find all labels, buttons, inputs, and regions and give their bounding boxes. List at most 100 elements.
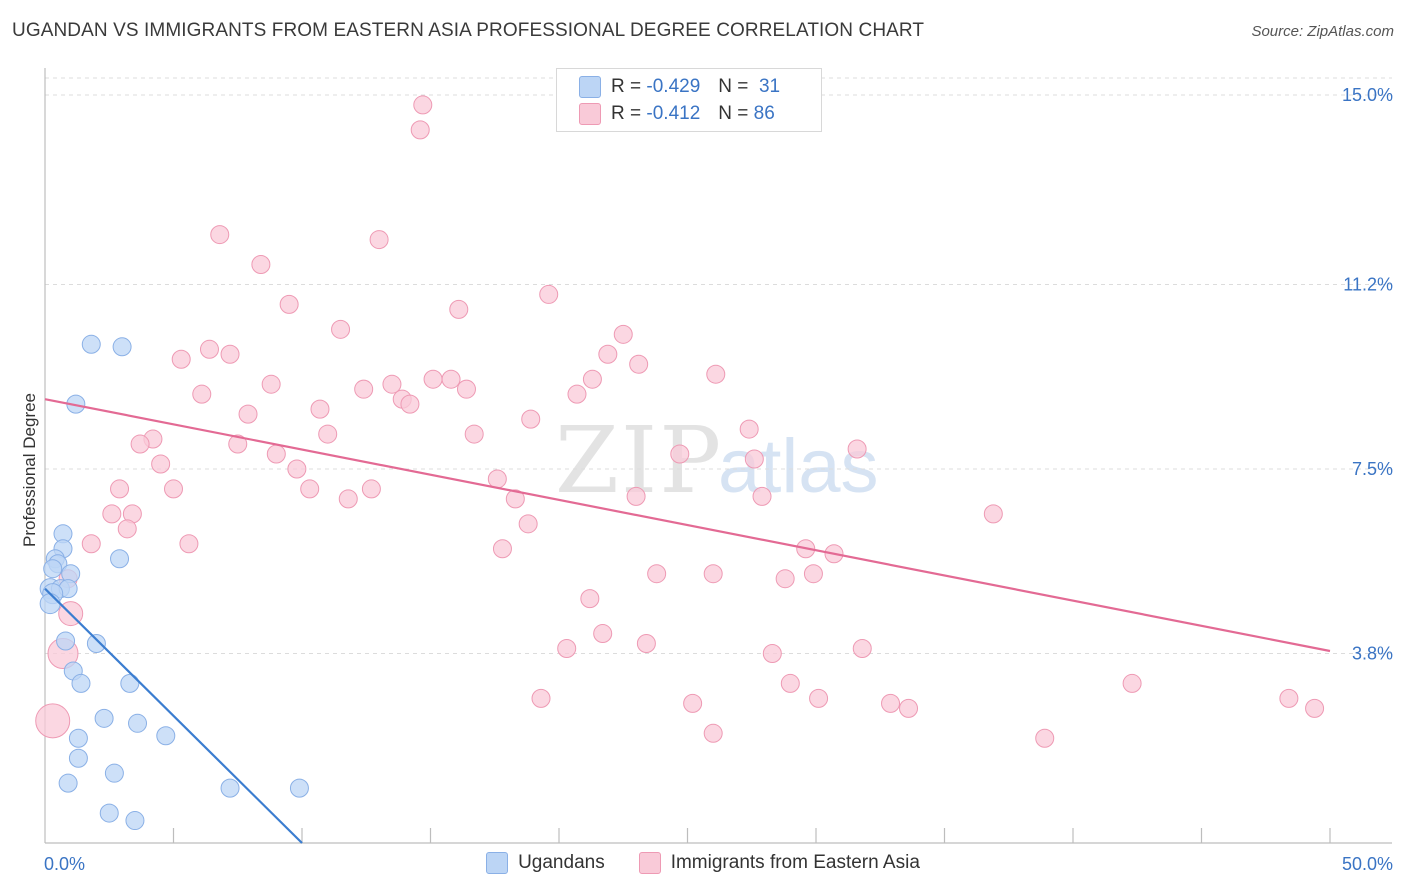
ugandan-point — [120, 673, 140, 693]
eastern-asia-point — [847, 439, 867, 459]
eastern-asia-point — [598, 344, 618, 364]
eastern-asia-point — [423, 369, 443, 389]
eastern-asia-point — [582, 369, 602, 389]
eastern-asia-point — [338, 489, 358, 509]
correlation-legend: R = -0.429 N = 31 R = -0.412 N = 86 — [556, 68, 822, 132]
legend-swatch-pink — [579, 103, 601, 125]
eastern-asia-point — [739, 419, 759, 439]
eastern-asia-point — [531, 688, 551, 708]
ugandan-point — [58, 773, 78, 793]
source-label: Source: ZipAtlas.com — [1251, 23, 1394, 40]
ugandan-point — [86, 634, 106, 654]
x-tick-label: 0.0% — [44, 854, 85, 874]
eastern-asia-point — [261, 374, 281, 394]
legend-row-eastern-asia: R = -0.412 N = 86 — [579, 102, 775, 126]
eastern-asia-point — [626, 486, 646, 506]
eastern-asia-point — [557, 639, 577, 659]
eastern-asia-point — [580, 589, 600, 609]
legend-n-label: N = — [718, 103, 749, 124]
y-tick-label: 15.0% — [1342, 85, 1393, 105]
ugandan-point — [94, 708, 114, 728]
ugandan-point — [128, 713, 148, 733]
eastern-asia-point — [382, 374, 402, 394]
eastern-asia-point — [164, 479, 183, 499]
eastern-asia-point — [539, 284, 559, 304]
eastern-asia-point — [110, 479, 130, 499]
y-tick-label: 7.5% — [1352, 459, 1393, 479]
eastern-asia-point — [809, 688, 829, 708]
x-tick-label: 50.0% — [1342, 854, 1393, 874]
eastern-asia-point — [354, 379, 374, 399]
chart-title: UGANDAN VS IMMIGRANTS FROM EASTERN ASIA … — [12, 20, 925, 41]
legend-n-value: 86 — [753, 103, 775, 124]
eastern-asia-point — [803, 564, 823, 584]
eastern-asia-point — [331, 319, 351, 339]
eastern-asia-point — [102, 504, 122, 524]
eastern-asia-point — [210, 225, 230, 245]
ugandan-point — [125, 811, 145, 831]
y-tick-label: 11.2% — [1343, 274, 1393, 294]
eastern-asia-point — [647, 564, 667, 584]
series-legend: Ugandans Immigrants from Eastern Asia — [0, 852, 1406, 874]
eastern-asia-point — [413, 95, 433, 115]
eastern-asia-point — [1305, 698, 1325, 718]
ugandan-point — [43, 559, 63, 579]
eastern-asia-point — [567, 384, 587, 404]
eastern-asia-point — [1279, 688, 1299, 708]
eastern-asia-point — [179, 534, 199, 554]
ugandan-point — [68, 728, 88, 748]
eastern-asia-point — [1122, 673, 1142, 693]
series-name: Ugandans — [518, 852, 605, 873]
eastern-asia-point — [151, 454, 171, 474]
ugandan-point — [81, 334, 101, 354]
eastern-asia-point — [35, 703, 71, 739]
eastern-asia-point — [683, 693, 703, 713]
eastern-asia-point — [521, 409, 541, 429]
ugandan-point — [156, 726, 176, 746]
eastern-asia-point — [117, 519, 137, 539]
eastern-asia-point — [318, 424, 338, 444]
legend-n-value: 31 — [758, 76, 781, 97]
eastern-asia-point — [266, 444, 286, 464]
eastern-asia-point — [81, 534, 101, 554]
eastern-asia-point — [775, 569, 795, 589]
series-legend-ugandans: Ugandans — [486, 852, 605, 874]
ugandan-point — [71, 673, 91, 693]
eastern-asia-point — [505, 489, 525, 509]
eastern-asia-point — [703, 564, 723, 584]
ugandan-point — [289, 778, 309, 798]
eastern-asia-point — [752, 486, 772, 506]
series-name: Immigrants from Eastern Asia — [670, 852, 920, 873]
eastern-asia-point — [300, 479, 320, 499]
eastern-asia-point — [762, 643, 782, 663]
ugandan-point — [39, 593, 61, 615]
series-swatch-pink — [638, 852, 661, 874]
legend-swatch-blue — [579, 76, 601, 98]
eastern-asia-point — [983, 504, 1003, 524]
ugandan-point — [110, 549, 130, 569]
legend-r-value: -0.429 — [646, 76, 701, 97]
ugandan-point — [220, 778, 240, 798]
eastern-asia-point — [192, 384, 212, 404]
eastern-asia-point — [492, 539, 512, 559]
ugandan-trend-line — [44, 587, 303, 844]
eastern-asia-point — [464, 424, 484, 444]
legend-r-label: R = — [611, 76, 642, 97]
eastern-asia-point — [706, 364, 726, 384]
ugandan-point — [112, 337, 132, 357]
eastern-asia-point — [449, 299, 469, 319]
eastern-asia-point — [593, 624, 613, 644]
eastern-asia-point — [613, 324, 633, 344]
eastern-asia-point — [287, 459, 307, 479]
eastern-asia-point — [220, 344, 240, 364]
eastern-asia-point — [361, 479, 381, 499]
eastern-asia-point — [130, 434, 150, 454]
y-tick-label: 3.8% — [1352, 643, 1393, 663]
eastern-asia-point — [1035, 728, 1055, 748]
legend-r-label: R = — [611, 103, 642, 124]
eastern-asia-point — [456, 379, 476, 399]
ugandan-point — [56, 631, 76, 651]
eastern-asia-point — [629, 354, 649, 374]
ugandan-point — [104, 763, 124, 783]
eastern-asia-point — [441, 369, 461, 389]
